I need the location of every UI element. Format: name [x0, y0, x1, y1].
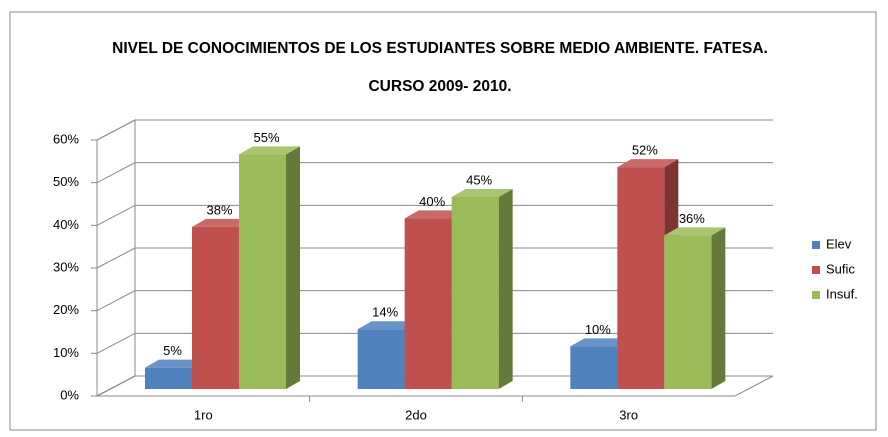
bar-top: [664, 227, 726, 236]
bar-top: [451, 189, 513, 197]
data-label: 10%: [585, 322, 611, 337]
bar: [617, 167, 665, 389]
y-tick-label: 30%: [53, 259, 79, 274]
x-tick-label: 3ro: [619, 407, 638, 422]
data-label: 55%: [253, 130, 279, 145]
y-tick-label: 20%: [53, 302, 79, 317]
y-tick-label: 0%: [60, 387, 79, 402]
x-tick-label: 1ro: [194, 407, 213, 422]
y-tick-label: 50%: [53, 174, 79, 189]
data-label: 36%: [679, 211, 705, 226]
bar: [570, 346, 618, 389]
bar: [357, 329, 405, 389]
bar-side: [711, 227, 726, 389]
bar-top: [570, 338, 632, 347]
legend-swatch: [812, 266, 820, 274]
bar: [451, 197, 499, 389]
grid-line: [96, 290, 773, 312]
chart-title: NIVEL DE CONOCIMIENTOS DE LOS ESTUDIANTE…: [112, 40, 768, 95]
legend-swatch: [812, 241, 820, 249]
grid-line: [96, 332, 773, 354]
bar-top: [145, 359, 206, 368]
data-label: 45%: [466, 172, 492, 187]
data-label: 14%: [372, 305, 398, 320]
grid-line: [96, 162, 773, 184]
data-label: 38%: [206, 202, 232, 217]
grid-line: [96, 375, 773, 397]
bar-side: [286, 146, 300, 389]
bar-top: [617, 159, 679, 168]
data-label: 52%: [632, 143, 658, 158]
grid-line: [96, 247, 773, 269]
data-label: 5%: [163, 343, 182, 358]
data-label: 40%: [419, 194, 445, 209]
bar: [145, 367, 192, 389]
x-tick-label: 2do: [405, 407, 427, 422]
bar: [404, 218, 452, 389]
bar-side: [498, 189, 513, 389]
y-tick-label: 10%: [53, 345, 79, 360]
legend-label: Insuf.: [826, 286, 858, 301]
legend-label: Sufic: [826, 261, 855, 276]
legend-swatch: [812, 291, 820, 299]
bar-top: [357, 321, 419, 330]
bar-top: [404, 210, 466, 219]
y-tick-label: 60%: [53, 131, 79, 146]
bar: [192, 226, 239, 389]
grid-line: [96, 119, 773, 141]
bar: [664, 235, 712, 389]
bar-top: [239, 146, 300, 155]
bar: [239, 154, 286, 389]
bar-top: [192, 218, 253, 227]
y-tick-label: 40%: [53, 217, 79, 232]
legend-label: Elev: [826, 236, 852, 251]
grid-line: [96, 204, 773, 226]
